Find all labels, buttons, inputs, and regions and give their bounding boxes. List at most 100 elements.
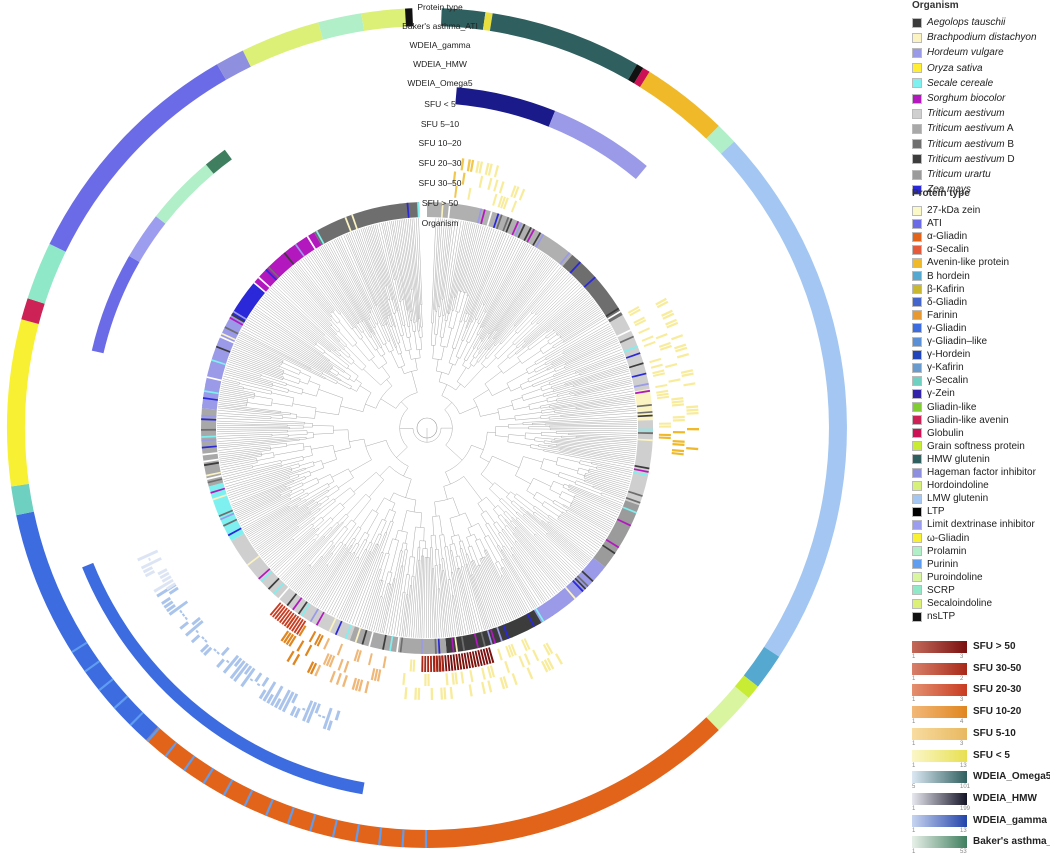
gradient-max: 13	[960, 762, 967, 769]
sfu-high-mark	[438, 655, 441, 672]
gradient-max: 3	[960, 654, 964, 660]
sfu-track-mark	[466, 159, 471, 172]
sfu-high-mark	[279, 609, 291, 624]
gradient-label: WDEIA_gamma	[973, 814, 1047, 826]
protein-legend-item: γ-Gliadin	[912, 323, 966, 334]
sfu-track-mark	[427, 674, 430, 687]
sfu-track-mark	[656, 389, 669, 394]
wdeia-gamma-segment	[82, 562, 365, 795]
organism-ring-stripe	[286, 593, 298, 607]
sfu-track-mark	[368, 653, 373, 666]
gradient-legend-item: WDEIA_gamma 1 13	[912, 814, 1047, 834]
organism-ring-stripe	[505, 623, 513, 638]
protein-type-segment	[441, 8, 486, 30]
organism-ring-stripe	[246, 555, 260, 566]
sfu-track-mark	[665, 363, 678, 369]
sfu-track-mark	[487, 163, 493, 176]
gradient-max: 53	[960, 849, 967, 856]
organism-ring-stripe	[526, 228, 535, 243]
organism-ring-stripe	[514, 222, 523, 237]
organism-label: Zea mays	[927, 184, 971, 195]
organism-swatch	[912, 139, 922, 150]
organism-ring-stripe	[309, 608, 319, 623]
protein-label: Limit dextrinase inhibitor	[927, 519, 1035, 531]
sfu-track-mark	[296, 640, 305, 652]
sfu-track-mark	[643, 341, 656, 348]
omega5-mark	[220, 646, 230, 657]
protein-type-stripe	[331, 819, 338, 838]
omega5-mark	[240, 667, 256, 688]
organism-ring-segment	[625, 420, 654, 506]
organism-ring-stripe	[633, 468, 649, 473]
protein-swatch	[912, 480, 922, 491]
omega5-mark	[321, 715, 326, 719]
organism-ring-stripe	[631, 372, 647, 378]
wdeia-hmw-segment	[548, 110, 647, 179]
sfu-track-mark	[671, 400, 684, 404]
gradient-label: SFU 10-20	[973, 706, 1022, 718]
sfu-track-mark	[638, 327, 651, 334]
sfu-high-mark	[447, 655, 451, 672]
omega5-mark	[144, 570, 156, 578]
sfu-track-mark	[629, 308, 641, 317]
sfu-track-mark	[675, 346, 688, 353]
tree-root-circle	[416, 417, 438, 439]
annotation-rings	[7, 8, 847, 849]
protein-swatch	[912, 519, 922, 530]
gradient-label: SFU 30-50	[973, 662, 1022, 674]
sfu-track-mark	[521, 639, 528, 652]
protein-swatch	[912, 585, 922, 596]
sfu-high-mark	[441, 655, 444, 672]
asthma-ati-segment	[129, 216, 166, 262]
sfu-track-mark	[382, 656, 387, 669]
gradient-bar	[912, 727, 967, 740]
protein-type-segment	[27, 243, 66, 304]
organism-ring-stripe	[382, 634, 387, 650]
sfu-high-mark	[296, 620, 307, 635]
sfu-track-mark	[306, 661, 315, 674]
protein-swatch	[912, 441, 922, 452]
sfu-track-mark	[659, 425, 672, 428]
omega5-mark	[261, 676, 270, 687]
protein-type-stripe	[243, 789, 254, 807]
gradient-label: SFU < 5	[973, 749, 1010, 761]
protein-label: β-Kafirin	[927, 283, 965, 295]
organism-ring-stripe	[210, 487, 226, 494]
organism-ring-stripe	[297, 601, 308, 615]
organism-ring-stripe	[224, 326, 239, 335]
organism-ring-segment	[445, 610, 540, 654]
organism-species-name: Zea mays	[927, 184, 971, 196]
sfu-track-mark	[417, 687, 421, 700]
sfu-track-mark	[292, 653, 301, 666]
organism-ring-stripe	[574, 577, 587, 590]
organism-swatch	[912, 32, 922, 43]
sfu-track-mark	[373, 668, 379, 681]
sfu-track-mark	[513, 186, 520, 199]
protein-swatch	[912, 598, 922, 609]
protein-type-segment	[242, 22, 323, 67]
organism-legend-title: Organism	[912, 0, 959, 11]
organism-ring-stripe	[212, 494, 228, 501]
protein-type-stripe	[264, 798, 274, 817]
protein-type-segment	[11, 483, 34, 516]
organism-ring-stripe	[535, 608, 545, 622]
protein-swatch	[912, 205, 922, 216]
organism-ring-stripe	[625, 497, 641, 504]
protein-label: LMW glutenin	[927, 493, 989, 505]
protein-legend-item: Gliadin-like avenin	[912, 415, 1009, 426]
omega5-mark	[216, 658, 225, 668]
protein-label: Hageman factor inhibitor	[927, 467, 1036, 478]
organism-ring-stripe	[532, 610, 542, 624]
omega5-mark	[195, 629, 199, 634]
tree-branches	[216, 218, 638, 639]
protein-legend-item: γ-Gliadin–like	[912, 336, 987, 347]
protein-type-stripe	[354, 824, 360, 843]
sfu-track-mark	[672, 443, 685, 446]
protein-legend-item: Hageman factor inhibitor	[912, 467, 1036, 478]
organism-swatch	[912, 169, 922, 180]
track-label: SFU 20–30	[419, 158, 462, 168]
organism-ring-stripe	[628, 490, 643, 497]
protein-legend-item: 27-kDa zein	[912, 205, 980, 216]
organism-ring-stripe	[260, 570, 273, 583]
sfu-high-mark	[272, 604, 284, 618]
